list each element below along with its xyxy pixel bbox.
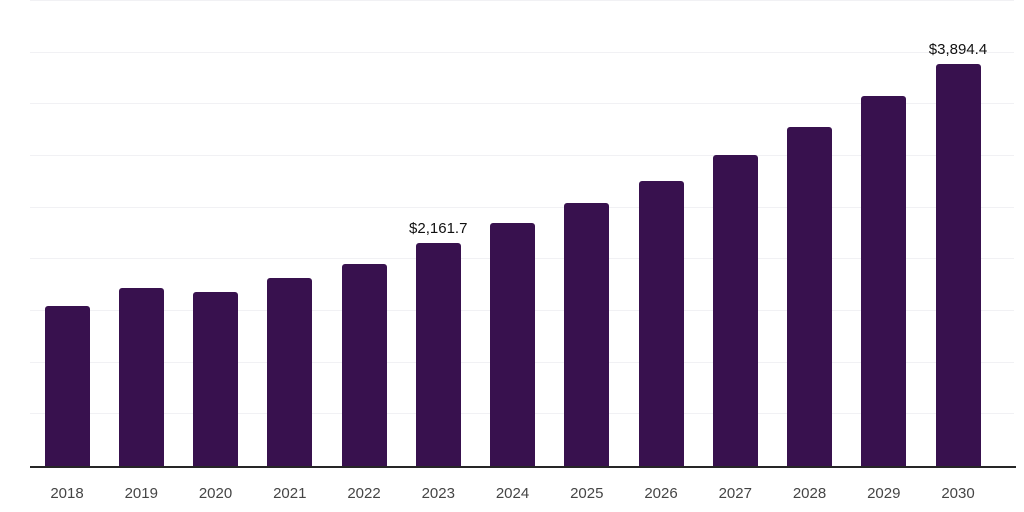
x-tick-label-2027: 2027 <box>718 485 752 502</box>
bar-2025 <box>564 203 610 466</box>
gridline <box>30 51 1014 53</box>
x-tick-label-2023: 2023 <box>421 485 455 502</box>
bar-2019 <box>118 287 164 466</box>
gridline <box>30 0 1014 1</box>
x-tick-label-2020: 2020 <box>198 485 233 502</box>
gridline <box>30 103 1014 105</box>
data-label-2030: $3,894.4 <box>928 40 988 58</box>
x-tick-label-2021: 2021 <box>273 485 307 502</box>
bar-2023 <box>415 242 461 466</box>
bar-2024 <box>490 222 535 466</box>
bar-2020 <box>193 291 238 466</box>
x-tick-label-2024: 2024 <box>495 485 530 502</box>
bar-2022 <box>341 263 387 466</box>
x-tick-label-2028: 2028 <box>792 485 827 502</box>
x-tick-label-2025: 2025 <box>570 485 604 502</box>
gridline <box>30 155 1014 156</box>
bar-2026 <box>638 181 684 466</box>
x-tick-label-2018: 2018 <box>50 485 84 502</box>
bar-2029 <box>861 96 907 466</box>
x-tick-label-2026: 2026 <box>644 485 678 502</box>
gridline <box>30 206 1014 208</box>
x-tick-label-2029: 2029 <box>867 485 901 502</box>
bar-2030 <box>935 63 981 466</box>
x-tick-label-2030: 2030 <box>941 485 975 502</box>
x-tick-label-2022: 2022 <box>347 485 381 502</box>
plot-area: $2,161.7 $3,894.4 <box>30 0 1016 468</box>
x-tick-label-2019: 2019 <box>124 485 158 502</box>
data-label-2023: $2,161.7 <box>409 219 468 237</box>
bar-2028 <box>787 127 832 466</box>
bar-2018 <box>44 305 90 466</box>
bar-2027 <box>712 155 758 466</box>
bar-2021 <box>267 277 313 466</box>
